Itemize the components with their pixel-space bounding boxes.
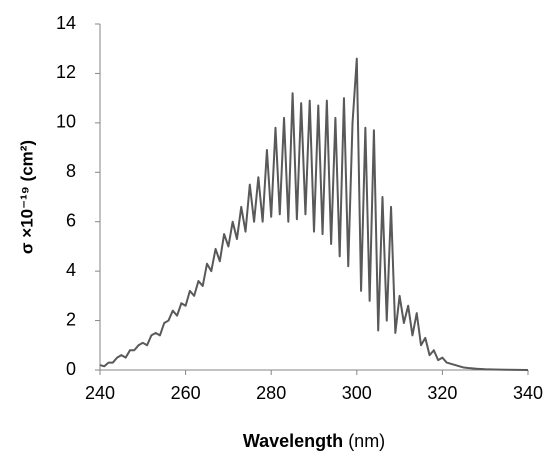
data-line	[99, 57, 529, 371]
x-tick-label: 300	[342, 383, 372, 403]
x-tick-label: 280	[256, 383, 286, 403]
x-tick-label: 340	[513, 383, 543, 403]
y-tick-label: 10	[56, 112, 76, 132]
y-tick-label: 8	[66, 161, 76, 181]
y-tick-label: 14	[56, 13, 76, 33]
x-axis-title: Wavelength	[243, 431, 343, 451]
y-tick-label: 0	[66, 359, 76, 379]
y-tick-label: 6	[66, 210, 76, 230]
x-axis-label: Wavelength (nm)	[243, 431, 385, 451]
y-axis-label: σ ×10⁻¹⁹ (cm²)	[17, 140, 36, 254]
x-tick-label: 260	[171, 383, 201, 403]
y-tick-label: 4	[66, 260, 76, 280]
y-tick-label: 12	[56, 62, 76, 82]
x-tick-label: 320	[427, 383, 457, 403]
x-axis-unit: (nm)	[348, 431, 385, 451]
x-tick-label: 240	[85, 383, 115, 403]
y-tick-label: 2	[66, 309, 76, 329]
